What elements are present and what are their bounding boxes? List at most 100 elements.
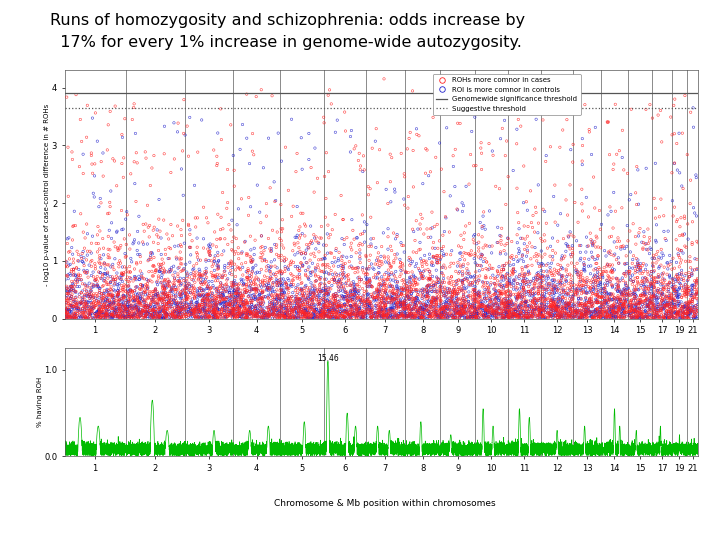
Point	[426, 305, 437, 314]
Point	[310, 271, 321, 279]
Point	[518, 313, 529, 321]
Point	[529, 294, 541, 303]
Point	[363, 306, 374, 314]
Point	[97, 234, 109, 243]
Point	[444, 309, 455, 318]
Point	[440, 300, 451, 309]
Point	[93, 309, 104, 318]
Point	[151, 231, 163, 239]
Point	[482, 314, 494, 322]
Point	[416, 301, 428, 310]
Point	[390, 234, 401, 243]
Point	[350, 264, 361, 273]
Point	[308, 306, 320, 315]
Point	[665, 289, 676, 298]
Point	[558, 254, 570, 262]
Point	[621, 308, 632, 316]
Point	[527, 307, 539, 315]
Point	[423, 284, 434, 293]
Point	[489, 285, 500, 293]
Point	[235, 296, 246, 305]
Point	[572, 307, 584, 315]
Point	[131, 258, 143, 267]
Point	[414, 238, 426, 247]
Point	[249, 303, 261, 312]
Point	[276, 311, 287, 320]
Point	[176, 279, 187, 288]
Point	[521, 242, 533, 251]
Point	[474, 266, 485, 275]
Point	[297, 307, 309, 315]
Point	[656, 296, 667, 305]
Point	[402, 312, 414, 320]
Point	[463, 288, 474, 296]
Point	[165, 286, 176, 295]
Point	[384, 299, 395, 307]
Point	[86, 298, 97, 307]
Point	[387, 288, 398, 297]
Point	[601, 289, 613, 298]
Point	[212, 305, 223, 313]
Point	[564, 303, 576, 312]
Point	[245, 309, 256, 318]
Point	[620, 286, 631, 294]
Point	[123, 302, 135, 311]
Point	[454, 309, 465, 318]
Point	[237, 300, 248, 309]
Point	[252, 296, 264, 305]
Point	[586, 302, 598, 311]
Point	[100, 295, 112, 303]
Point	[537, 305, 549, 313]
Point	[163, 254, 175, 263]
Point	[585, 301, 597, 309]
Point	[199, 269, 211, 278]
Point	[396, 302, 408, 310]
Point	[203, 284, 215, 293]
Point	[267, 299, 279, 307]
Point	[135, 312, 146, 320]
Point	[233, 285, 244, 293]
Point	[79, 303, 91, 312]
Point	[419, 305, 431, 314]
Point	[523, 314, 534, 322]
Point	[152, 310, 163, 319]
Point	[523, 312, 535, 320]
Point	[172, 285, 184, 293]
Point	[535, 282, 546, 291]
Point	[312, 299, 324, 307]
Point	[281, 280, 292, 288]
Point	[534, 304, 545, 313]
Point	[442, 274, 454, 282]
Point	[112, 312, 123, 321]
Point	[156, 297, 167, 306]
Point	[383, 309, 395, 318]
Point	[549, 306, 561, 315]
Point	[681, 289, 693, 298]
Point	[635, 309, 647, 318]
Point	[175, 307, 186, 315]
Point	[425, 312, 436, 320]
Point	[168, 291, 179, 299]
Point	[274, 307, 285, 315]
Point	[385, 296, 397, 305]
Point	[372, 301, 384, 310]
Point	[62, 272, 73, 280]
Point	[517, 265, 528, 274]
Point	[227, 314, 238, 322]
Point	[158, 289, 170, 298]
Point	[594, 308, 606, 317]
Point	[548, 292, 559, 300]
Point	[679, 212, 690, 220]
Point	[465, 281, 477, 289]
Point	[68, 265, 79, 273]
Point	[279, 313, 291, 322]
Point	[301, 289, 312, 298]
Point	[544, 279, 556, 288]
Point	[635, 307, 647, 316]
Point	[665, 296, 676, 305]
Point	[655, 245, 667, 254]
Point	[136, 272, 148, 281]
Point	[587, 275, 598, 284]
Point	[189, 293, 200, 301]
Point	[523, 287, 534, 296]
